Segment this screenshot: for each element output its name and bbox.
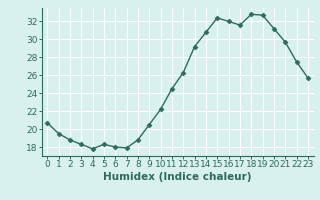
X-axis label: Humidex (Indice chaleur): Humidex (Indice chaleur) (103, 172, 252, 182)
